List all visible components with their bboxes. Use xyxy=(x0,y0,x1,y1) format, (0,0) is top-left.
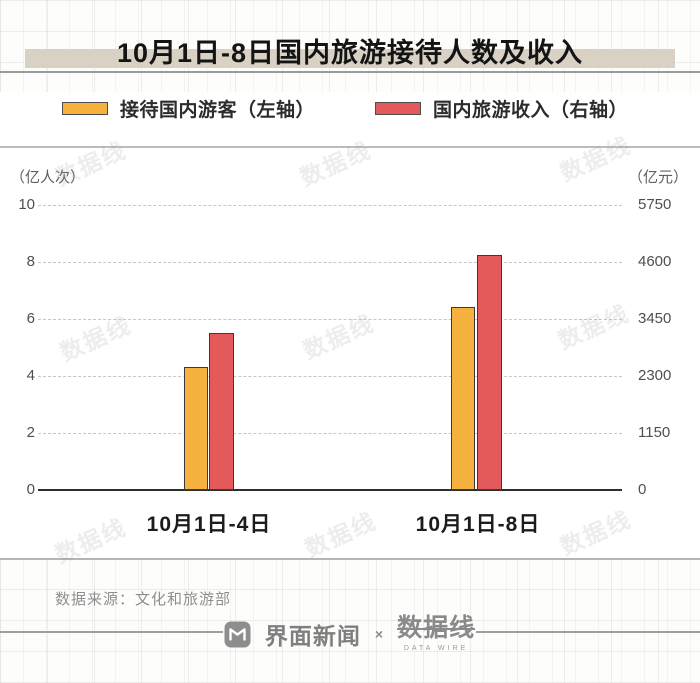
legend-item-revenue: 国内旅游收入（右轴） xyxy=(375,99,628,121)
y-tick-right-0: 0 xyxy=(638,481,647,498)
y-tick-left-4: 4 xyxy=(26,367,35,384)
gridline-10 xyxy=(38,205,622,206)
y-tick-left-2: 2 xyxy=(26,424,35,441)
page-title: 10月1日-8日国内旅游接待人数及收入 xyxy=(116,38,584,68)
gridline-4 xyxy=(38,376,622,377)
y-tick-right-5750: 5750 xyxy=(638,196,672,213)
y-tick-right-2300: 2300 xyxy=(638,367,672,384)
y-tick-left-0: 0 xyxy=(26,481,35,498)
y-tick-right-1150: 1150 xyxy=(638,424,671,441)
bar-visitors-oct1-8 xyxy=(451,307,475,490)
bar-revenue-oct1-4 xyxy=(209,333,234,490)
data-source-text: 数据来源：文化和旅游部 xyxy=(55,591,232,608)
x-axis-baseline xyxy=(38,489,622,491)
divider-under-legend xyxy=(0,146,700,148)
legend-item-visitors: 接待国内游客（左轴） xyxy=(62,99,315,121)
legend-label-visitors: 接待国内游客（左轴） xyxy=(120,99,316,121)
x-label-oct1-4: 10月1日-4日 xyxy=(146,513,272,536)
plot-panel xyxy=(0,92,700,558)
divider-under-title xyxy=(0,71,700,73)
data-wire-wordmark: 数据线 xyxy=(397,614,476,642)
y-tick-left-10: 10 xyxy=(18,196,35,213)
jiemian-news-icon xyxy=(224,621,251,647)
gridline-2 xyxy=(38,433,622,434)
jiemian-news-wordmark: 界面新闻 xyxy=(264,623,361,649)
footer-brand-row: 界面新闻 × 数据线 DATA WIRE xyxy=(223,612,476,656)
title-highlight-band xyxy=(25,49,675,68)
gridline-6 xyxy=(38,319,622,320)
legend-label-revenue: 国内旅游收入（右轴） xyxy=(433,99,629,121)
multiply-separator: × xyxy=(374,626,384,642)
x-label-oct1-8: 10月1日-8日 xyxy=(415,513,541,536)
footer-rule-left xyxy=(0,631,223,633)
left-axis-unit: （亿人次） xyxy=(10,169,86,186)
y-tick-left-6: 6 xyxy=(26,310,35,327)
legend-swatch-visitors xyxy=(62,101,108,115)
divider-above-source xyxy=(0,558,700,560)
legend-swatch-revenue xyxy=(375,101,421,115)
y-tick-left-8: 8 xyxy=(26,253,35,270)
data-wire-logo: 数据线 DATA WIRE xyxy=(397,614,476,653)
bar-revenue-oct1-8 xyxy=(477,255,502,490)
y-tick-right-3450: 3450 xyxy=(638,310,672,327)
footer-rule-right xyxy=(476,631,700,633)
bar-visitors-oct1-4 xyxy=(184,366,208,490)
right-axis-unit: （亿元） xyxy=(627,169,688,186)
gridline-8 xyxy=(38,262,622,263)
y-tick-right-4600: 4600 xyxy=(638,253,672,270)
data-wire-subtitle: DATA WIRE xyxy=(403,645,469,652)
